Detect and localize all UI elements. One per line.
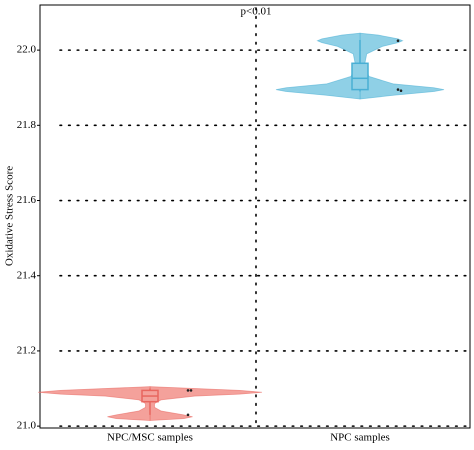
y-tick-label: 22.0 <box>17 44 37 56</box>
outlier-point <box>396 88 400 91</box>
y-tick-label: 21.8 <box>17 119 37 131</box>
outlier-point <box>399 89 403 93</box>
y-tick-label: 21.4 <box>17 269 37 281</box>
outlier-point <box>396 39 400 43</box>
plot-frame <box>39 4 471 429</box>
y-axis-label: Oxidative Stress Score <box>4 166 16 266</box>
violin-half <box>149 386 263 421</box>
outlier-point <box>189 389 193 392</box>
outlier-point <box>186 389 190 392</box>
y-tick-label: 21.6 <box>17 194 37 206</box>
y-tick-label: 21.2 <box>17 344 36 356</box>
violin-half <box>37 386 151 421</box>
violin-half <box>359 32 445 100</box>
outlier-point <box>186 413 190 417</box>
x-tick-label: NPC/MSC samples <box>107 432 193 444</box>
y-tick-label: 21.0 <box>17 420 37 432</box>
annotation: p<0.01 <box>241 6 272 18</box>
x-tick-label: NPC samples <box>330 432 390 444</box>
box <box>351 62 369 91</box>
violin-half <box>275 32 361 100</box>
